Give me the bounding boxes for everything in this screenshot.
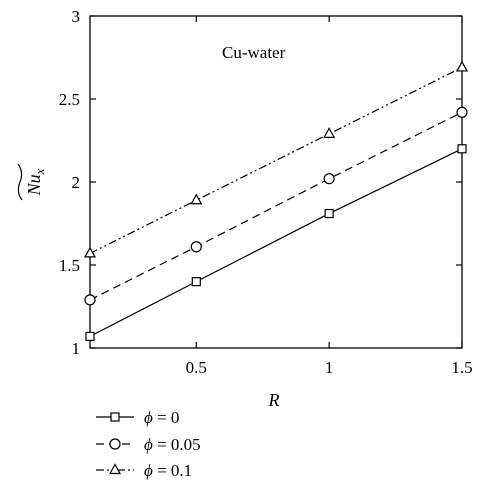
axis-ticks bbox=[90, 15, 463, 349]
data-point-square bbox=[191, 277, 201, 287]
series-1 bbox=[84, 106, 468, 306]
legend-marker-triangle bbox=[108, 463, 122, 475]
legend-symbol: ϕ bbox=[144, 408, 153, 427]
series-line bbox=[89, 66, 463, 254]
y-tick-label: 2 bbox=[72, 173, 81, 192]
data-point-circle bbox=[190, 241, 202, 253]
legend-value: = 0 bbox=[153, 408, 180, 427]
legend-label: ϕ = 0.1 bbox=[144, 461, 192, 480]
legend-marker-square bbox=[110, 412, 120, 422]
data-point-square bbox=[324, 208, 334, 219]
data-point-circle bbox=[456, 106, 468, 118]
y-tick-label: 3 bbox=[72, 7, 81, 26]
y-axis-title-main: Nu bbox=[24, 174, 44, 196]
legend-marker-circle bbox=[109, 438, 121, 450]
y-axis-title-text: Nux bbox=[24, 168, 47, 196]
annotation-label: Cu-water bbox=[222, 43, 286, 62]
series-layer bbox=[83, 60, 469, 341]
legend-value: = 0.1 bbox=[153, 461, 192, 480]
x-tick-label: 1 bbox=[325, 358, 334, 377]
data-point-triangle bbox=[190, 193, 203, 205]
data-point-circle bbox=[84, 294, 96, 306]
series-2 bbox=[83, 60, 469, 258]
legend-item: ϕ = 0.1 bbox=[96, 461, 192, 480]
legend-symbol: ϕ bbox=[144, 435, 153, 454]
data-point-triangle bbox=[455, 60, 469, 72]
data-point-square bbox=[85, 331, 95, 341]
y-axis-title-tilde bbox=[17, 163, 23, 201]
x-tick-label: 0.5 bbox=[186, 358, 207, 377]
legend: ϕ = 0ϕ = 0.05ϕ = 0.1 bbox=[96, 408, 201, 480]
series-line bbox=[89, 111, 463, 301]
series-line bbox=[89, 148, 463, 337]
x-tick-label: 1.5 bbox=[451, 358, 472, 377]
legend-label: ϕ = 0.05 bbox=[144, 435, 201, 454]
data-point-circle bbox=[323, 173, 335, 185]
legend-item: ϕ = 0 bbox=[96, 408, 179, 427]
data-point-triangle bbox=[323, 127, 336, 138]
legend-symbol: ϕ bbox=[144, 461, 153, 480]
y-axis-title-sub: x bbox=[32, 168, 47, 175]
plot-frame bbox=[89, 15, 463, 349]
data-point-square bbox=[457, 144, 467, 154]
tick-labels: 1 1.5 2 2.5 3 0.5 1 1.5 bbox=[59, 7, 473, 377]
y-tick-label: 1.5 bbox=[59, 256, 80, 275]
legend-value: = 0.05 bbox=[153, 435, 201, 454]
y-tick-label: 2.5 bbox=[59, 90, 80, 109]
y-axis-title: Nux bbox=[17, 163, 47, 201]
data-point-triangle bbox=[83, 246, 97, 258]
legend-label: ϕ = 0 bbox=[144, 408, 179, 427]
x-axis-title: R bbox=[268, 390, 280, 410]
series-0 bbox=[85, 144, 467, 341]
legend-item: ϕ = 0.05 bbox=[96, 435, 201, 454]
y-tick-label: 1 bbox=[72, 339, 81, 358]
